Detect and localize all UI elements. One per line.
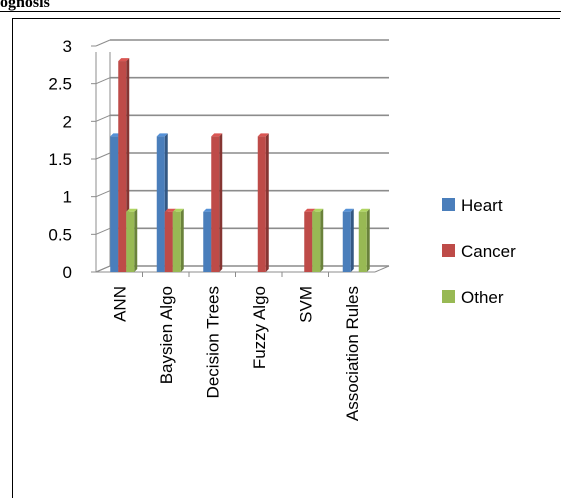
x-tick-label: ANN	[110, 286, 129, 322]
bar-other	[126, 208, 138, 272]
gridline-depth	[95, 114, 111, 122]
bar-other	[312, 208, 324, 272]
y-tick-label: 2.5	[48, 75, 72, 94]
floor-right-edge	[374, 265, 390, 273]
top-rule	[0, 11, 561, 12]
bar-other	[358, 208, 370, 272]
page-title: ognosis	[0, 0, 50, 11]
gridline-depth	[95, 77, 111, 85]
legend-label-cancer: Cancer	[461, 242, 516, 261]
x-tick-label: Baysien Algo	[157, 286, 176, 384]
gridline-depth	[95, 190, 111, 198]
y-tick-label: 3	[63, 37, 72, 56]
gridline-depth	[95, 152, 111, 160]
gridline-depth	[95, 265, 111, 273]
legend-swatch-cancer	[442, 244, 455, 257]
x-tick-label: Association Rules	[343, 286, 362, 421]
x-tick-label: Decision Trees	[203, 286, 222, 398]
y-tick-label: 2	[63, 112, 72, 131]
legend-label-heart: Heart	[461, 196, 503, 215]
y-tick-label: 0.5	[48, 225, 72, 244]
bar-heart	[342, 208, 354, 272]
chart-frame	[12, 18, 560, 498]
x-tick-label: SVM	[296, 286, 315, 323]
x-tick-label: Fuzzy Algo	[250, 286, 269, 369]
bar-cancer	[211, 133, 223, 272]
y-tick-label: 1	[63, 188, 72, 207]
bar-cancer	[257, 133, 269, 272]
y-tick-label: 1.5	[48, 150, 72, 169]
bar-other	[172, 208, 184, 272]
y-tick-label: 0	[63, 263, 72, 282]
gridline-depth	[95, 39, 111, 47]
legend-label-other: Other	[461, 288, 504, 307]
legend-swatch-heart	[442, 198, 455, 211]
gridline-depth	[95, 227, 111, 235]
legend-swatch-other	[442, 290, 455, 303]
